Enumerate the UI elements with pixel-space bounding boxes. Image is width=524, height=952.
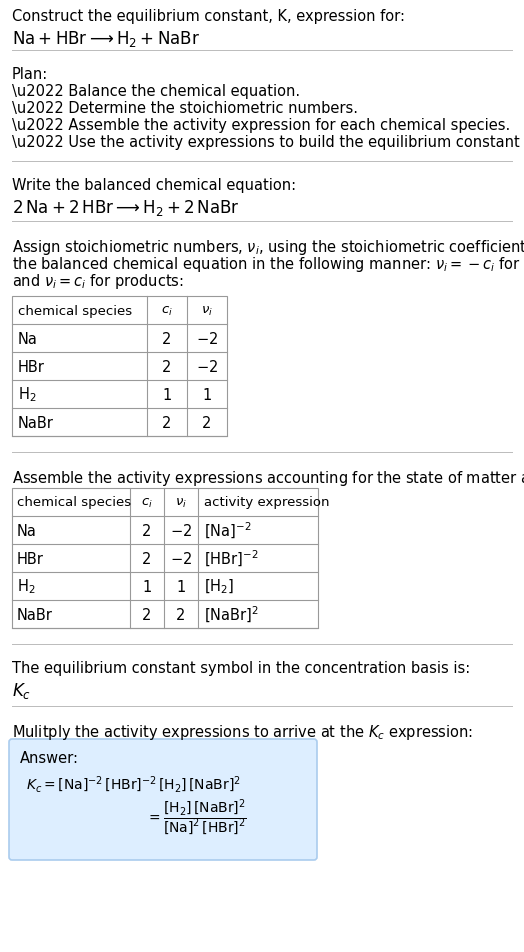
Text: Na: Na: [17, 523, 37, 538]
Text: Plan:: Plan:: [12, 67, 48, 82]
Text: 1: 1: [143, 579, 151, 594]
Text: Assemble the activity expressions accounting for the state of matter and $\nu_i$: Assemble the activity expressions accoun…: [12, 468, 524, 487]
Text: $-2$: $-2$: [170, 523, 192, 539]
Text: $[\mathrm{HBr}]^{-2}$: $[\mathrm{HBr}]^{-2}$: [204, 548, 258, 568]
Text: activity expression: activity expression: [204, 496, 330, 509]
Text: NaBr: NaBr: [17, 606, 53, 622]
Text: chemical species: chemical species: [17, 496, 131, 509]
Text: $[\mathrm{Na}]^{-2}$: $[\mathrm{Na}]^{-2}$: [204, 521, 252, 541]
Text: $\nu_i$: $\nu_i$: [175, 496, 187, 509]
Text: Answer:: Answer:: [20, 750, 79, 765]
Text: $\nu_i$: $\nu_i$: [201, 304, 213, 317]
Text: 2: 2: [202, 415, 212, 430]
Text: $\mathrm{Na + HBr \longrightarrow H_2 + NaBr}$: $\mathrm{Na + HBr \longrightarrow H_2 + …: [12, 29, 200, 49]
Text: $K_c = [\mathrm{Na}]^{-2}\,[\mathrm{HBr}]^{-2}\,[\mathrm{H_2}]\,[\mathrm{NaBr}]^: $K_c = [\mathrm{Na}]^{-2}\,[\mathrm{HBr}…: [26, 774, 241, 794]
Text: Na: Na: [18, 331, 38, 347]
Text: NaBr: NaBr: [18, 415, 54, 430]
Text: $c_i$: $c_i$: [161, 304, 173, 317]
Text: 2: 2: [162, 331, 172, 347]
Text: \u2022 Assemble the activity expression for each chemical species.: \u2022 Assemble the activity expression …: [12, 118, 510, 133]
FancyBboxPatch shape: [9, 739, 317, 860]
Text: Mulitply the activity expressions to arrive at the $K_c$ expression:: Mulitply the activity expressions to arr…: [12, 723, 473, 742]
Text: \u2022 Determine the stoichiometric numbers.: \u2022 Determine the stoichiometric numb…: [12, 101, 358, 116]
Text: $[\mathrm{NaBr}]^{2}$: $[\mathrm{NaBr}]^{2}$: [204, 605, 259, 625]
Text: $\mathrm{H_2}$: $\mathrm{H_2}$: [17, 577, 36, 596]
Text: HBr: HBr: [18, 359, 45, 374]
Text: the balanced chemical equation in the following manner: $\nu_i = -c_i$ for react: the balanced chemical equation in the fo…: [12, 255, 524, 274]
Bar: [12, 488, 318, 628]
Text: HBr: HBr: [17, 551, 44, 565]
Text: 2: 2: [176, 606, 185, 622]
Text: $[\mathrm{H_2}]$: $[\mathrm{H_2}]$: [204, 577, 234, 596]
Text: Write the balanced chemical equation:: Write the balanced chemical equation:: [12, 178, 296, 193]
Text: $-2$: $-2$: [170, 550, 192, 566]
Text: $K_c$: $K_c$: [12, 681, 31, 701]
Text: \u2022 Use the activity expressions to build the equilibrium constant expression: \u2022 Use the activity expressions to b…: [12, 135, 524, 149]
Text: The equilibrium constant symbol in the concentration basis is:: The equilibrium constant symbol in the c…: [12, 661, 470, 675]
Text: $-2$: $-2$: [196, 330, 218, 347]
Text: 1: 1: [162, 387, 172, 402]
Text: $\mathrm{H_2}$: $\mathrm{H_2}$: [18, 386, 37, 404]
Text: 1: 1: [202, 387, 212, 402]
Text: $c_i$: $c_i$: [141, 496, 153, 509]
Text: and $\nu_i = c_i$ for products:: and $\nu_i = c_i$ for products:: [12, 271, 184, 290]
Text: Assign stoichiometric numbers, $\nu_i$, using the stoichiometric coefficients, $: Assign stoichiometric numbers, $\nu_i$, …: [12, 238, 524, 257]
Bar: [12, 297, 227, 437]
Text: 2: 2: [143, 523, 151, 538]
Text: chemical species: chemical species: [18, 305, 132, 317]
Text: 1: 1: [177, 579, 185, 594]
Text: Construct the equilibrium constant, K, expression for:: Construct the equilibrium constant, K, e…: [12, 9, 405, 24]
Text: 2: 2: [162, 359, 172, 374]
Text: $-2$: $-2$: [196, 359, 218, 374]
Text: 2: 2: [143, 551, 151, 565]
Text: 2: 2: [162, 415, 172, 430]
Text: $\mathrm{2\,Na + 2\,HBr \longrightarrow H_2 + 2\,NaBr}$: $\mathrm{2\,Na + 2\,HBr \longrightarrow …: [12, 198, 240, 218]
Text: \u2022 Balance the chemical equation.: \u2022 Balance the chemical equation.: [12, 84, 300, 99]
Text: $= \dfrac{[\mathrm{H_2}]\,[\mathrm{NaBr}]^{2}}{[\mathrm{Na}]^{2}\,[\mathrm{HBr}]: $= \dfrac{[\mathrm{H_2}]\,[\mathrm{NaBr}…: [146, 796, 247, 836]
Text: 2: 2: [143, 606, 151, 622]
